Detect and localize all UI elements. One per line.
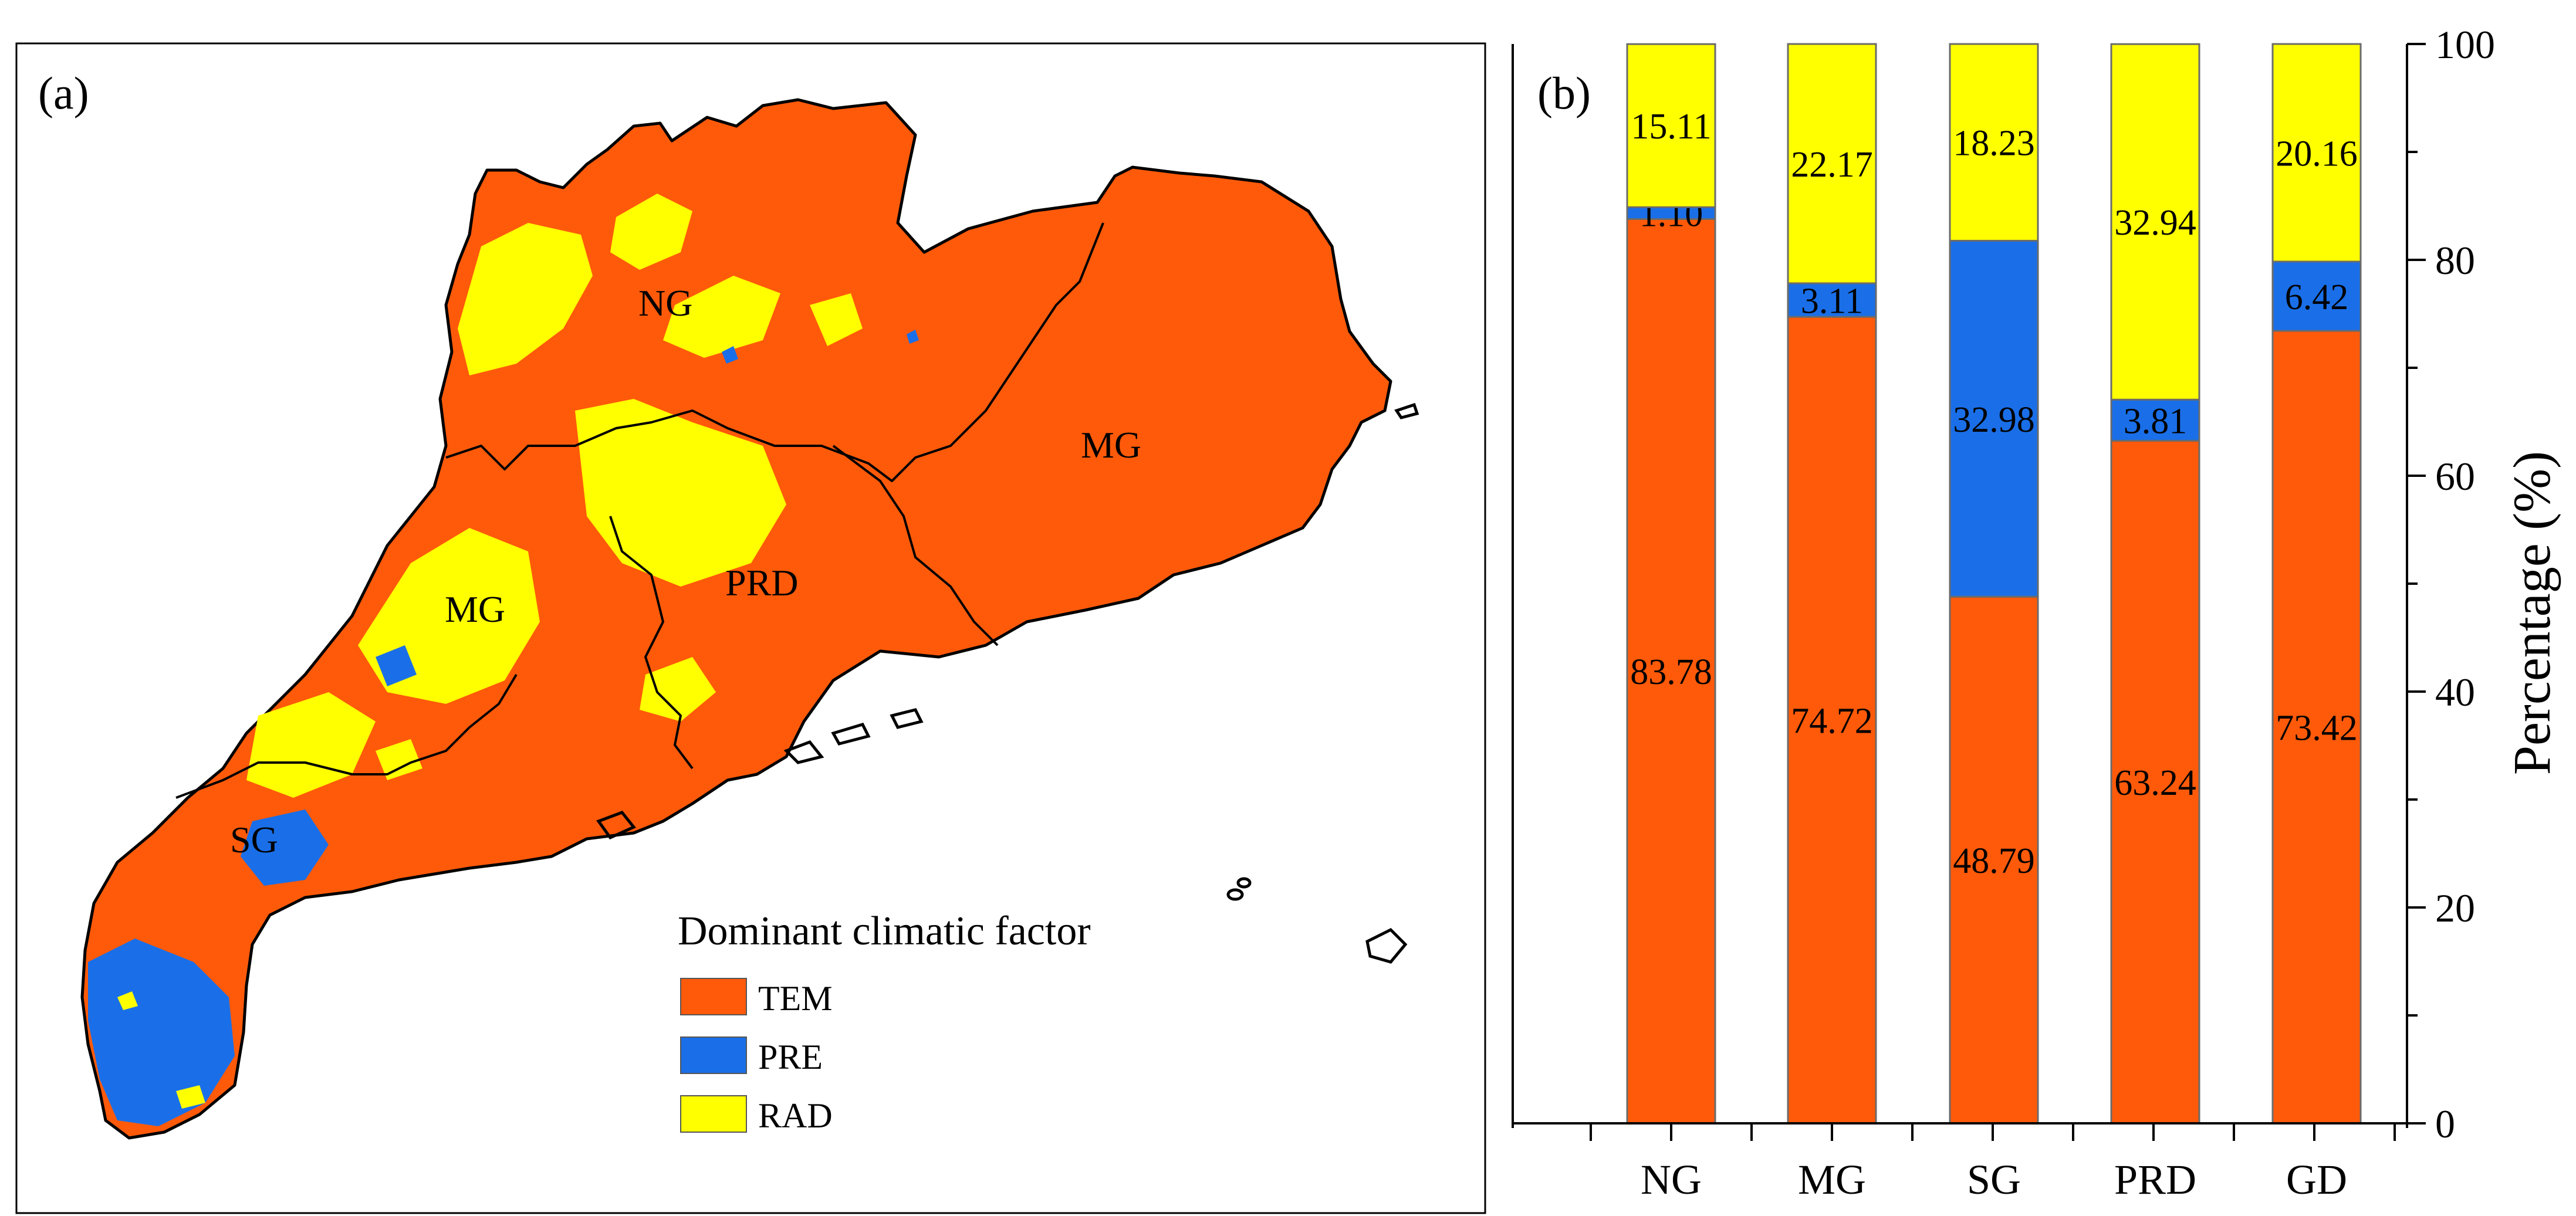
bar-gd-tem: [2271, 330, 2362, 1124]
bar-value-label: 74.72: [1791, 702, 1873, 741]
region-label-mg-east: MG: [1081, 424, 1141, 466]
guangdong-map-shape: [80, 98, 1392, 1140]
legend-label-pre: PRE: [758, 1038, 823, 1076]
legend-swatch-rad: [680, 1095, 747, 1133]
y-tick-label: 100: [2435, 22, 2495, 67]
region-label-prd: PRD: [725, 562, 799, 604]
legend-title: Dominant climatic factor: [678, 909, 1091, 954]
region-label-ng: NG: [638, 282, 692, 324]
bar-ng-rad: [1626, 43, 1716, 208]
region-label-sg: SG: [230, 819, 278, 861]
bar-sg-pre: [1949, 239, 2039, 598]
legend-swatch-tem: [680, 978, 747, 1015]
bar-value-label: 32.94: [2114, 203, 2196, 243]
bar-value-label: 22.17: [1791, 145, 1873, 185]
y-tick-label: 40: [2435, 670, 2475, 714]
x-tick-label-sg: SG: [1967, 1156, 2021, 1203]
bar-mg-pre: [1787, 282, 1877, 318]
map-legend: Dominant climatic factor TEM PRE RAD: [678, 909, 1091, 1135]
map-panel: (a): [15, 42, 1486, 1214]
x-tick-label-gd: GD: [2286, 1156, 2347, 1203]
bar-value-label: 20.16: [2276, 134, 2358, 174]
bar-value-label: 3.11: [1801, 282, 1863, 321]
bar-value-label: 18.23: [1953, 124, 2035, 164]
x-tick-label-mg: MG: [1798, 1156, 1866, 1203]
bar-value-label: 63.24: [2114, 763, 2196, 803]
legend-label-rad: RAD: [758, 1096, 833, 1135]
bar-value-label: 83.78: [1630, 652, 1712, 692]
bar-value-label: 15.11: [1631, 107, 1711, 147]
bar-stacks: 83.781.1015.1174.723.1122.1748.7932.9818…: [1626, 43, 2362, 1124]
bar-mg-tem: [1787, 316, 1877, 1124]
y-axis-title: Percentage (%): [2503, 451, 2561, 775]
islands: [596, 402, 1419, 964]
y-tick-label: 20: [2435, 886, 2475, 930]
bar-value-label: 3.81: [2124, 401, 2188, 441]
bar-prd-tem: [2110, 439, 2200, 1124]
bar-sg-tem: [1949, 595, 2039, 1124]
bar-value-label: 73.42: [2276, 709, 2358, 748]
bar-gd-rad: [2271, 43, 2362, 263]
region-boundaries: [175, 222, 1104, 799]
bar-prd-rad: [2110, 43, 2200, 401]
rad-specks: [117, 991, 205, 1109]
bar-sg-rad: [1949, 43, 2039, 242]
bar-value-label: 32.98: [1953, 400, 2035, 440]
bar-ng-tem: [1626, 218, 1716, 1124]
x-tick-label-ng: NG: [1641, 1156, 1702, 1203]
legend-swatch-pre: [680, 1037, 747, 1074]
y-tick-label: 80: [2435, 238, 2475, 283]
bar-value-label: 6.42: [2285, 277, 2349, 317]
bar-value-label: 48.79: [1953, 841, 2035, 881]
chart-panel-label: (b): [1537, 67, 1591, 118]
map-panel-label: (a): [38, 67, 89, 118]
legend-label-tem: TEM: [758, 979, 833, 1018]
bar-chart-panel: (b) 83.781.1015.1174.723.1122.1748.7932.…: [1512, 22, 2561, 1203]
y-tick-label: 0: [2435, 1102, 2455, 1146]
y-tick-label: 60: [2435, 454, 2475, 499]
chart-axes: NG MG SG PRD GD 0 20 40 60 80 100: [1512, 22, 2495, 1203]
bar-mg-rad: [1787, 43, 1877, 284]
region-label-mg-west: MG: [445, 588, 505, 630]
pre-patches: [88, 330, 919, 1126]
x-tick-label-prd: PRD: [2114, 1156, 2196, 1203]
